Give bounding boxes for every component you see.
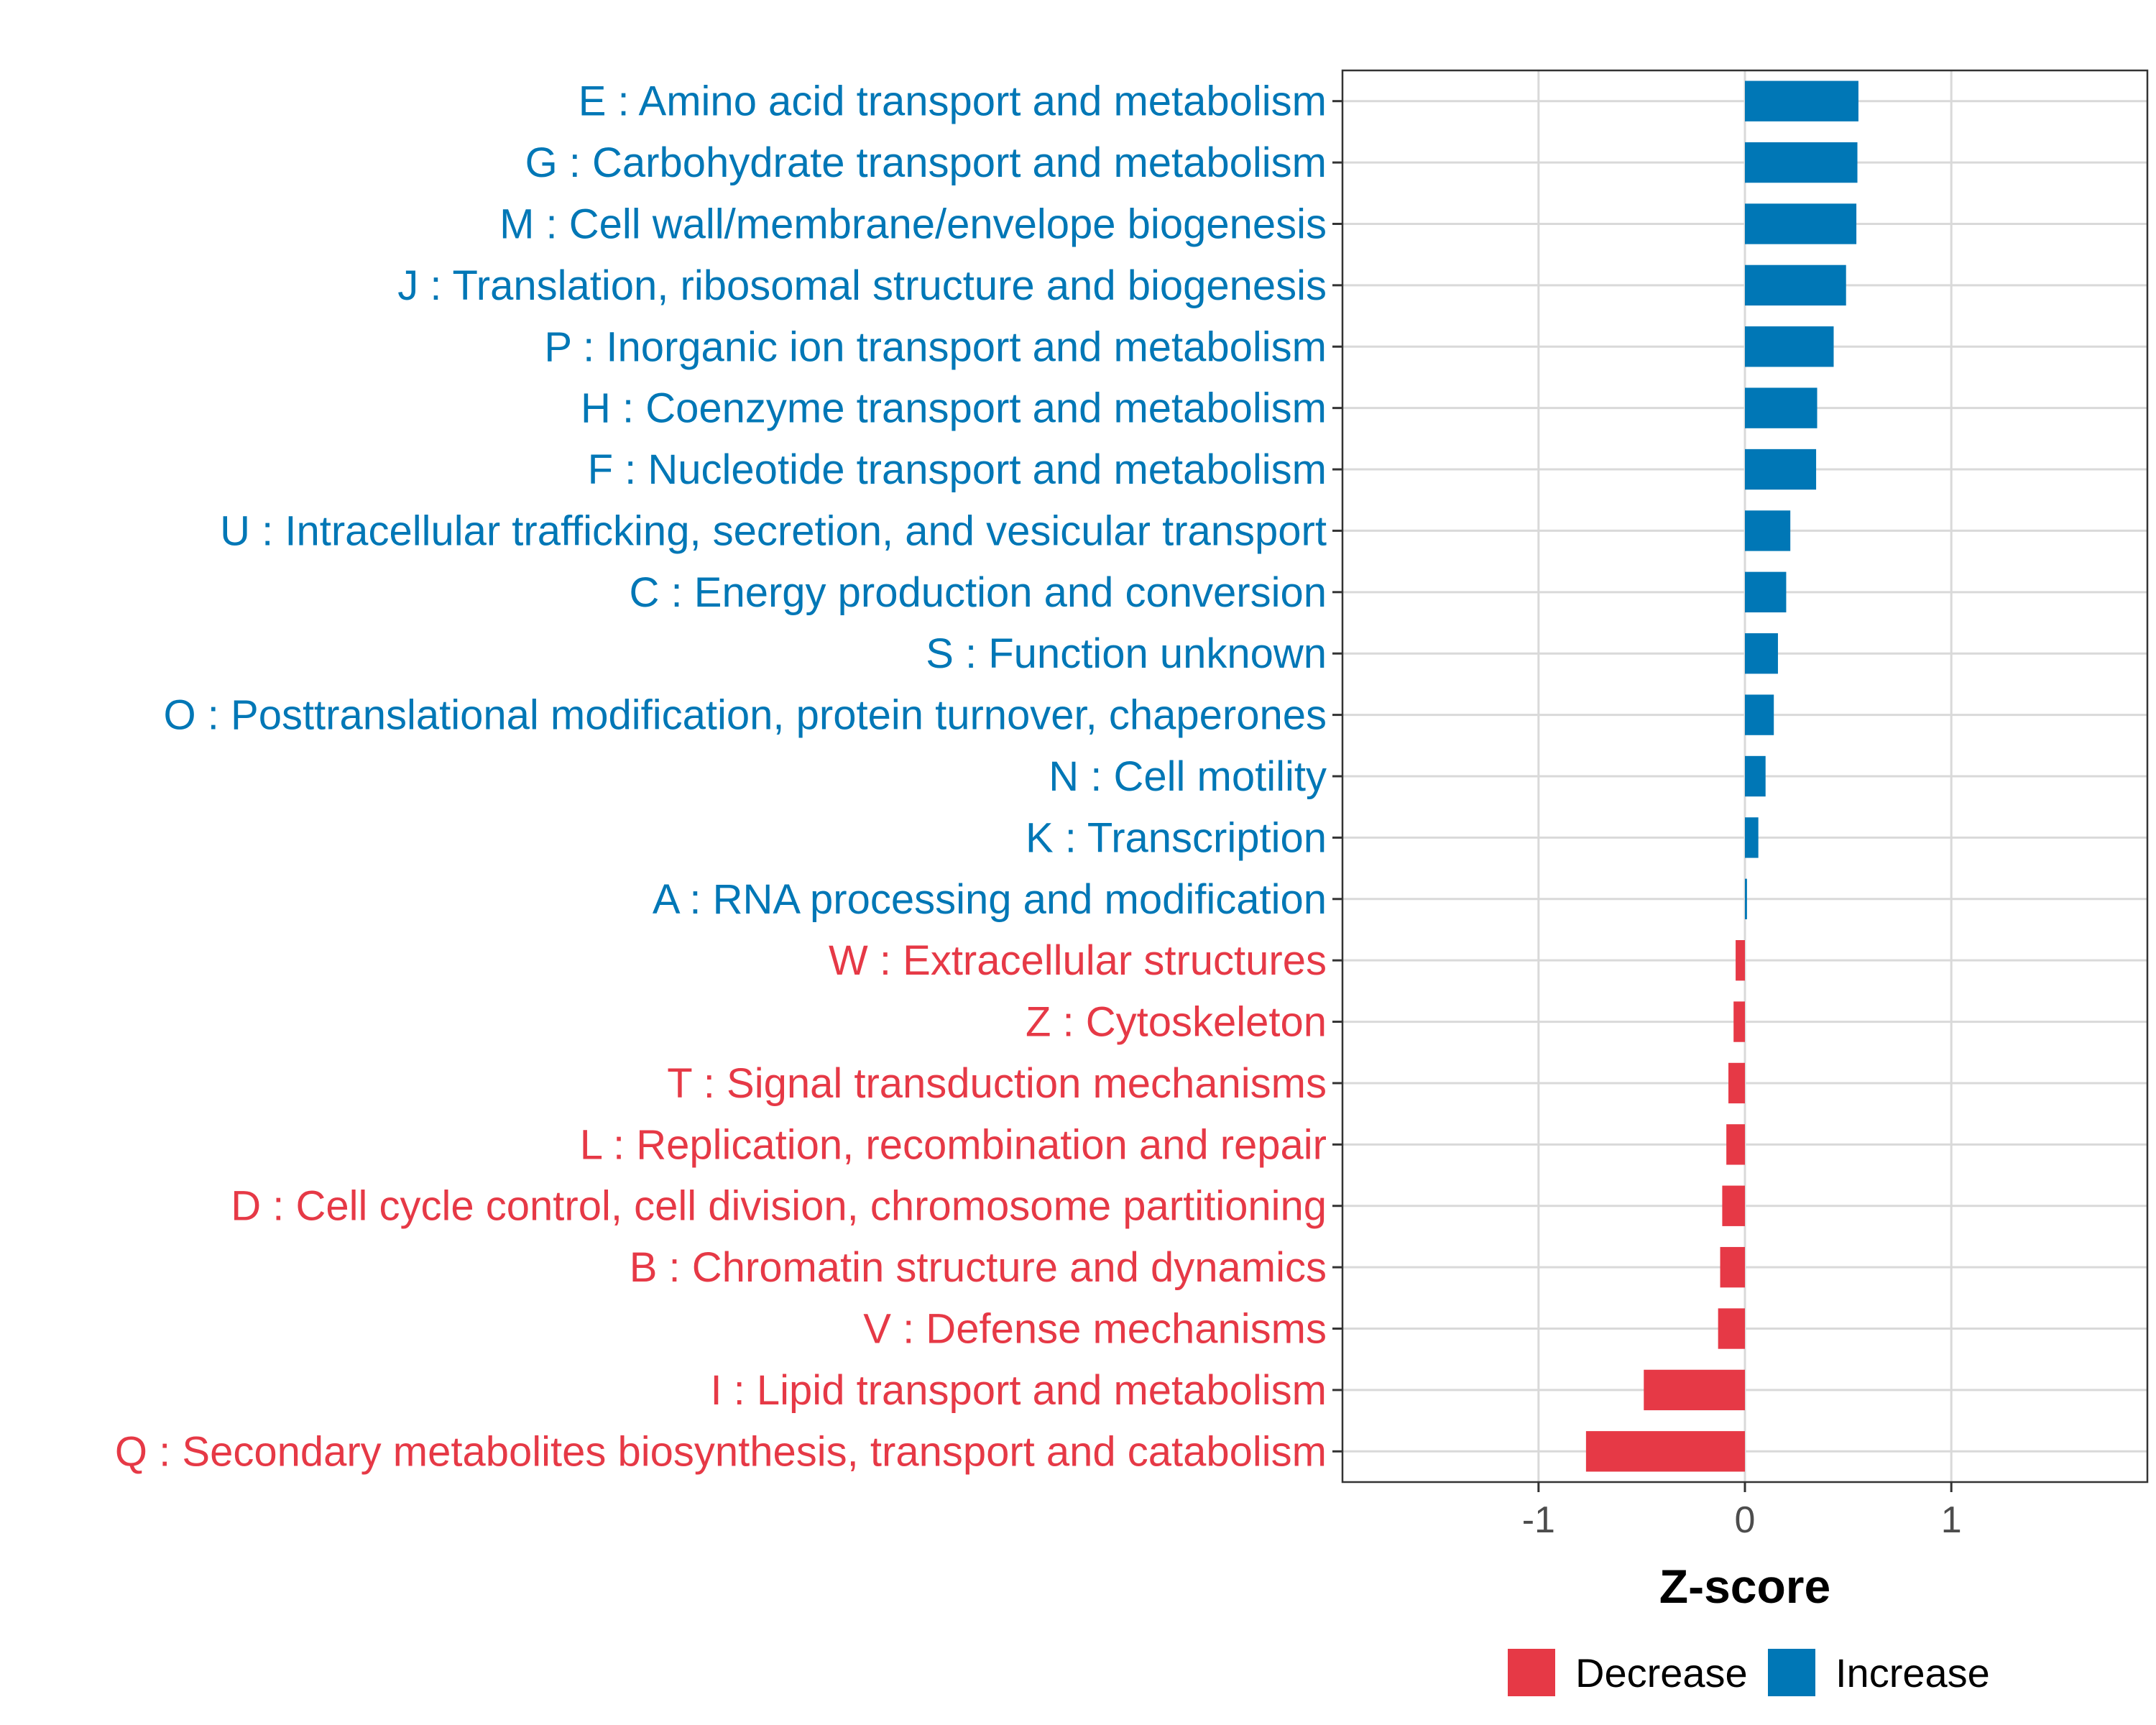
bar-i: [1644, 1369, 1745, 1411]
x-axis-title: Z-score: [1659, 1560, 1830, 1613]
bar-h: [1745, 387, 1818, 428]
category-label: L : Replication, recombination and repai…: [580, 1121, 1327, 1168]
y-axis-ticks: [1332, 100, 1342, 1453]
category-label: C : Energy production and conversion: [630, 569, 1327, 616]
bar-w: [1736, 939, 1745, 981]
category-label: A : RNA processing and modification: [653, 876, 1327, 923]
category-label: N : Cell motility: [1049, 753, 1327, 800]
bar-o: [1745, 694, 1774, 735]
bar-v: [1718, 1308, 1745, 1349]
x-tick-label: 1: [1941, 1499, 1962, 1541]
bar-p: [1745, 326, 1834, 367]
category-label: J : Translation, ribosomal structure and…: [397, 262, 1327, 309]
category-label: B : Chromatin structure and dynamics: [630, 1244, 1327, 1291]
category-label: W : Extracellular structures: [829, 937, 1327, 984]
category-label: K : Transcription: [1026, 814, 1327, 861]
category-label: M : Cell wall/membrane/envelope biogenes…: [499, 201, 1327, 247]
bar-j: [1745, 264, 1846, 306]
category-label: H : Coenzyme transport and metabolism: [581, 385, 1327, 432]
bar-t: [1728, 1062, 1745, 1104]
bar-a: [1745, 878, 1747, 919]
bar-z: [1733, 1001, 1745, 1042]
category-label: T : Signal transduction mechanisms: [667, 1060, 1327, 1107]
bars: [1585, 80, 1858, 1472]
category-label: Z : Cytoskeleton: [1026, 999, 1327, 1046]
category-label: F : Nucleotide transport and metabolism: [588, 446, 1327, 493]
bar-b: [1720, 1246, 1745, 1288]
bar-c: [1745, 571, 1787, 613]
category-label: P : Inorganic ion transport and metaboli…: [544, 323, 1327, 370]
category-label: V : Defense mechanisms: [863, 1306, 1327, 1353]
legend-label-increase: Increase: [1835, 1650, 1990, 1696]
x-axis-ticks: -1 0 1: [1522, 1482, 1962, 1541]
bar-n: [1745, 755, 1766, 797]
legend: Decrease Increase: [1508, 1649, 1990, 1696]
category-label: S : Function unknown: [926, 630, 1327, 677]
bar-u: [1745, 510, 1791, 551]
category-label: O : Posttranslational modification, prot…: [164, 692, 1327, 739]
bar-e: [1745, 80, 1858, 121]
bar-g: [1745, 142, 1858, 183]
legend-label-decrease: Decrease: [1575, 1650, 1748, 1696]
bar-k: [1745, 817, 1759, 858]
x-tick-label: -1: [1522, 1499, 1555, 1541]
x-tick-label: 0: [1735, 1499, 1756, 1541]
y-axis-category-labels: E : Amino acid transport and metabolism G…: [115, 78, 1327, 1476]
bar-s: [1745, 633, 1778, 674]
bar-d: [1722, 1185, 1745, 1226]
category-label: E : Amino acid transport and metabolism: [579, 78, 1327, 125]
bar-f: [1745, 448, 1817, 490]
category-label: Q : Secondary metabolites biosynthesis, …: [115, 1428, 1327, 1475]
bar-l: [1726, 1124, 1745, 1165]
legend-key-increase: [1768, 1649, 1815, 1696]
category-label: G : Carbohydrate transport and metabolis…: [525, 139, 1327, 186]
category-label: U : Intracellular trafficking, secretion…: [220, 507, 1327, 554]
bar-m: [1745, 203, 1857, 244]
category-label: I : Lipid transport and metabolism: [710, 1367, 1327, 1414]
category-label: D : Cell cycle control, cell division, c…: [231, 1183, 1327, 1230]
legend-key-decrease: [1508, 1649, 1555, 1696]
bar-q: [1585, 1431, 1745, 1472]
